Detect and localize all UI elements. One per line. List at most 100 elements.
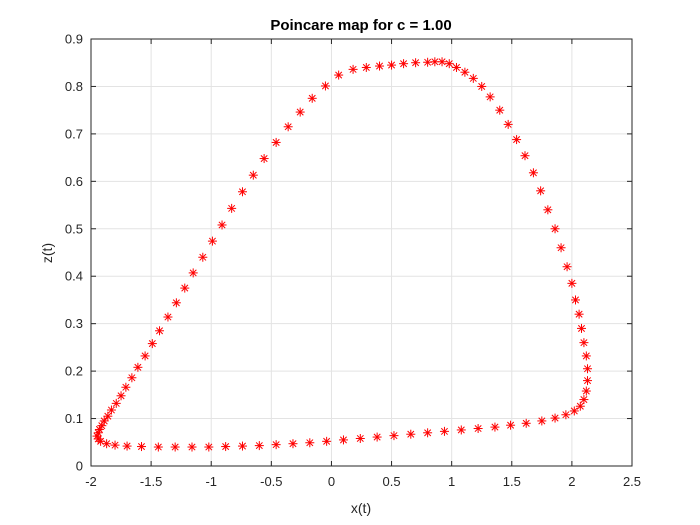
- data-point-asterisk: [512, 135, 522, 145]
- data-point-asterisk: [569, 406, 579, 416]
- data-point-asterisk: [411, 58, 421, 68]
- data-point-asterisk: [375, 61, 385, 71]
- data-point-asterisk: [468, 73, 478, 83]
- x-tick-label: 1: [448, 474, 455, 489]
- data-point-asterisk: [188, 268, 198, 278]
- data-point-asterisk: [536, 186, 546, 196]
- data-point-asterisk: [583, 376, 593, 386]
- data-point-asterisk: [556, 243, 566, 253]
- data-point-asterisk: [567, 278, 577, 288]
- data-point-asterisk: [562, 262, 572, 272]
- data-point-asterisk: [283, 122, 293, 132]
- y-axis-label: z(t): [39, 243, 55, 263]
- x-tick-label: 0.5: [383, 474, 401, 489]
- data-point-asterisk: [322, 436, 332, 446]
- data-point-asterisk: [581, 351, 591, 361]
- data-point-asterisk: [387, 60, 397, 70]
- data-point-asterisk: [121, 382, 131, 392]
- y-tick-label: 0.6: [65, 174, 83, 189]
- axis-frame: [90, 38, 633, 467]
- data-point-asterisk: [106, 405, 116, 415]
- data-point-asterisk: [437, 57, 447, 67]
- data-point-asterisk: [528, 168, 538, 178]
- x-tick-labels: -2 -1.5 -1 -0.5 0 0.5 1 1.5 2 2.5: [85, 474, 641, 489]
- data-point-asterisk: [561, 410, 571, 420]
- data-point-asterisk: [237, 441, 247, 451]
- data-point-asterisk: [295, 107, 305, 117]
- y-tick-label: 0: [76, 459, 83, 474]
- y-tick-label: 0.3: [65, 316, 83, 331]
- y-tick-label: 0.8: [65, 79, 83, 94]
- data-point-asterisk: [221, 442, 231, 452]
- data-point-asterisk: [133, 362, 143, 372]
- data-point-asterisk: [520, 151, 530, 161]
- data-point-asterisk: [320, 81, 330, 91]
- data-point-asterisk: [140, 351, 150, 361]
- data-point-asterisk: [485, 92, 495, 102]
- x-tick-label: -1.5: [140, 474, 162, 489]
- data-point-asterisk: [355, 433, 365, 443]
- data-point-asterisk: [147, 339, 157, 349]
- x-tick-label: 2.5: [623, 474, 641, 489]
- data-point-asterisk: [399, 59, 409, 69]
- x-tick-label: 2: [568, 474, 575, 489]
- data-points: [92, 57, 593, 452]
- data-point-asterisk: [583, 364, 593, 374]
- data-point-asterisk: [477, 81, 487, 91]
- data-point-asterisk: [271, 440, 281, 450]
- data-point-asterisk: [550, 413, 560, 423]
- data-point-asterisk: [423, 428, 433, 438]
- data-point-asterisk: [248, 170, 258, 180]
- data-point-asterisk: [543, 205, 553, 215]
- data-point-asterisk: [579, 338, 589, 348]
- data-point-asterisk: [577, 323, 587, 333]
- y-tick-label: 0.4: [65, 269, 83, 284]
- data-point-asterisk: [271, 137, 281, 147]
- data-point-asterisk: [490, 422, 500, 432]
- data-point-asterisk: [334, 70, 344, 80]
- data-point-asterisk: [254, 441, 264, 451]
- data-point-asterisk: [439, 426, 449, 436]
- data-point-asterisk: [550, 224, 560, 234]
- data-point-asterisk: [444, 59, 454, 69]
- data-point-asterisk: [136, 442, 146, 452]
- data-point-asterisk: [187, 442, 197, 452]
- y-tick-label: 0.2: [65, 364, 83, 379]
- data-point-asterisk: [204, 442, 214, 452]
- data-point-asterisk: [180, 283, 190, 293]
- data-point-asterisk: [155, 326, 165, 336]
- data-point-asterisk: [372, 432, 382, 442]
- y-tick-label: 0.7: [65, 126, 83, 141]
- data-point-asterisk: [103, 411, 113, 421]
- y-tick-label: 0.5: [65, 221, 83, 236]
- chart-title: Poincare map for c = 1.00: [270, 17, 451, 34]
- data-point-asterisk: [506, 420, 516, 430]
- x-axis-label: x(t): [351, 500, 371, 516]
- data-point-asterisk: [473, 424, 483, 434]
- y-tick-label: 0.9: [65, 32, 83, 47]
- x-tick-label: 0: [328, 474, 335, 489]
- data-point-asterisk: [406, 429, 416, 439]
- data-point-asterisk: [338, 435, 348, 445]
- data-point-asterisk: [99, 416, 109, 426]
- x-tick-label: 1.5: [503, 474, 521, 489]
- data-point-asterisk: [170, 442, 180, 452]
- data-point-asterisk: [93, 434, 103, 444]
- data-point-asterisk: [116, 391, 126, 401]
- x-tick-label: -1: [205, 474, 217, 489]
- data-point-asterisk: [361, 62, 371, 72]
- data-point-asterisk: [97, 421, 107, 431]
- y-tick-labels: 0 0.1 0.2 0.3 0.4 0.5 0.6 0.7 0.8 0.9: [65, 32, 83, 474]
- data-point-asterisk: [127, 373, 137, 383]
- data-point-asterisk: [307, 93, 317, 103]
- data-point-asterisk: [574, 309, 584, 319]
- plot-area: [90, 38, 633, 467]
- data-point-asterisk: [171, 298, 181, 308]
- data-point-asterisk: [288, 439, 298, 449]
- data-point-asterisk: [110, 440, 120, 450]
- data-point-asterisk: [163, 312, 173, 322]
- data-point-asterisk: [227, 203, 237, 213]
- data-point-asterisk: [423, 57, 433, 67]
